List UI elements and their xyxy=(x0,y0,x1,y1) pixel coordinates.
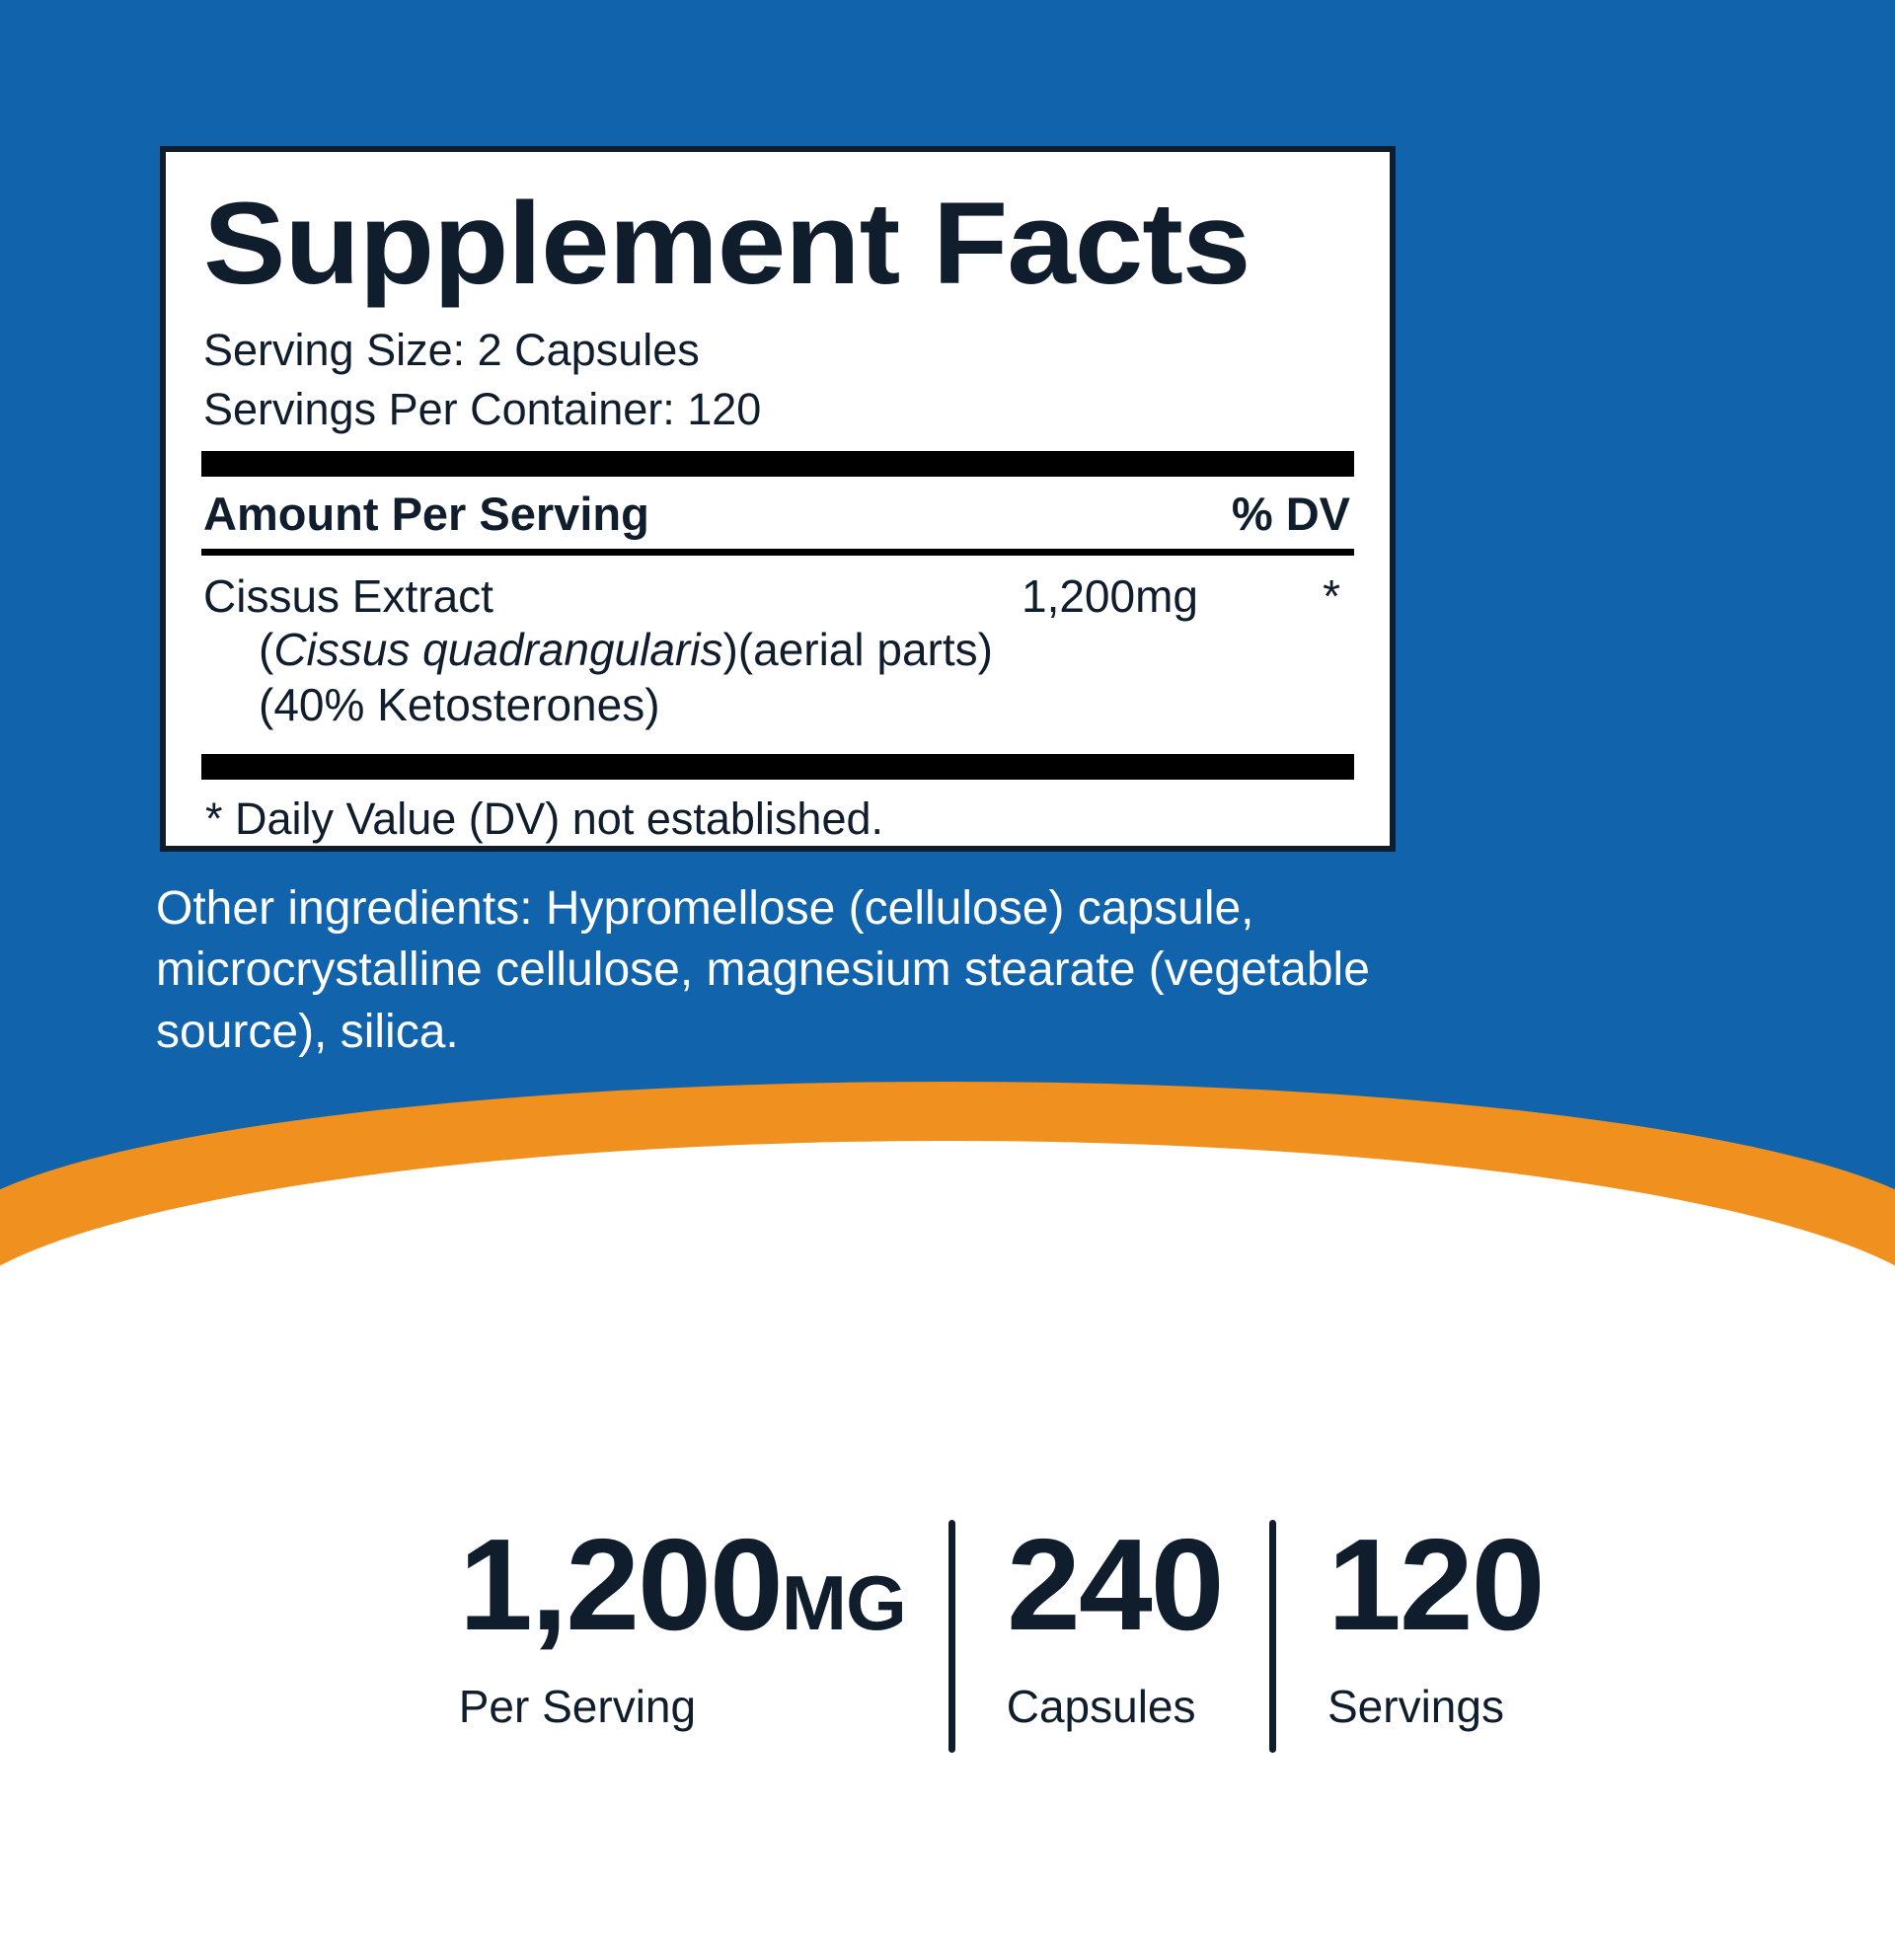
stat-dose: 1,200MG Per Serving xyxy=(311,1520,943,1733)
page-title: Supplement Facts xyxy=(203,179,1251,309)
stat-servings-value: 120 xyxy=(1326,1512,1546,1657)
table-header-row: Amount Per Serving % DV xyxy=(203,487,1350,541)
stat-servings-label: Servings xyxy=(1326,1681,1504,1732)
stat-divider-1 xyxy=(948,1520,955,1753)
serving-size-line: Serving Size: 2 Capsules xyxy=(203,325,700,375)
stat-dose-value: 1,200MG xyxy=(459,1520,907,1650)
stat-count-value: 240 xyxy=(1006,1512,1225,1657)
ingredient-standardization-line: (40% Ketosterones) xyxy=(259,678,660,730)
ingredient-dv: * xyxy=(1323,570,1340,623)
supplement-facts-panel: Supplement Facts Serving Size: 2 Capsule… xyxy=(160,146,1396,852)
stat-servings: 120 Servings xyxy=(1282,1520,1584,1733)
stat-count: 240 Capsules xyxy=(961,1520,1263,1733)
ingredient-name: Cissus Extract xyxy=(203,570,493,623)
ingredient-amount: 1,200mg xyxy=(1021,570,1198,623)
percent-dv-header: % DV xyxy=(1231,488,1350,541)
amount-per-serving-header: Amount Per Serving xyxy=(203,488,649,541)
table-rule-bottom xyxy=(201,753,1354,780)
stat-dose-unit: MG xyxy=(781,1559,906,1646)
servings-per-container-line: Servings Per Container: 120 xyxy=(203,383,762,434)
table-row: Cissus Extract (Cissus quadrangularis)(a… xyxy=(203,569,1352,732)
table-rule-mid xyxy=(201,549,1354,557)
ingredient-botanical-line: (Cissus quadrangularis)(aerial parts) xyxy=(259,623,1352,677)
paren-open: ( xyxy=(259,624,274,676)
other-ingredients-text: Other ingredients: Hypromellose (cellulo… xyxy=(156,882,1370,1058)
botanical-name: Cissus quadrangularis xyxy=(273,624,723,676)
stat-divider-2 xyxy=(1268,1520,1276,1753)
botanical-rest: )(aerial parts) xyxy=(722,624,993,676)
product-stats-bar: 1,200MG Per Serving 240 Capsules 120 Ser… xyxy=(0,1520,1895,1753)
stat-dose-label: Per Serving xyxy=(458,1681,697,1732)
dv-footnote: * Daily Value (DV) not established. xyxy=(205,792,883,844)
serving-info: Serving Size: 2 Capsules Servings Per Co… xyxy=(199,322,1356,437)
table-rule-top xyxy=(201,451,1354,478)
stat-count-label: Capsules xyxy=(1006,1681,1196,1732)
stat-dose-number: 1,200 xyxy=(458,1512,784,1657)
white-footer-panel xyxy=(0,1141,1895,1960)
